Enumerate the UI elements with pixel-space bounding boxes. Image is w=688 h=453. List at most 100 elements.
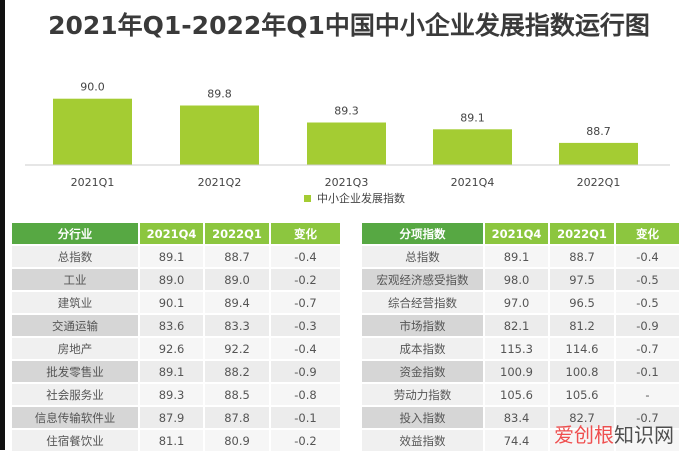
table-cell: 88.5	[205, 384, 269, 405]
bar	[180, 105, 259, 165]
chart-title: 2021年Q1-2022年Q1中国中小企业发展指数运行图	[48, 11, 650, 40]
table-cell: 83.3	[205, 315, 269, 336]
table-cell: 房地产	[12, 338, 138, 359]
bar	[559, 142, 638, 165]
table-cell: -0.4	[271, 338, 340, 359]
table-row: 劳动力指数 105.6 105.6-	[362, 384, 679, 405]
table-cell: 96.5	[550, 292, 614, 313]
table-cell: 74.4	[485, 430, 548, 451]
table-cell: 信息传输软件业	[12, 407, 138, 428]
table-cell: 87.9	[140, 407, 203, 428]
table-cell: -0.2	[271, 269, 340, 290]
table-cell: -0.4	[271, 246, 340, 267]
table-cell: 82.7	[550, 407, 614, 428]
industry-table: 分行业 2021Q4 2022Q1 变化 总指数 89.1 88.7 -0.4 工业 89.0 89…	[10, 221, 342, 453]
x-tick-label: 2022Q1	[577, 176, 621, 189]
table-cell: 总指数	[12, 246, 138, 267]
table-row: 住宿餐饮业 81.1 80.9 -0.2	[12, 430, 340, 451]
table-cell: -0.7	[616, 338, 679, 359]
table-cell: 工业	[12, 269, 138, 290]
table-cell: 投入指数	[362, 407, 483, 428]
table-cell: 90.1	[140, 292, 203, 313]
table-cell: -0.3	[271, 315, 340, 336]
table-cell: 劳动力指数	[362, 384, 483, 405]
table-header: 分行业 2021Q4 2022Q1 变化	[12, 223, 340, 244]
table-row: 信息传输软件业 87.9 87.8 -0.1	[12, 407, 340, 428]
table-cell: 98.0	[485, 269, 548, 290]
table-row: 交通运输 83.6 83.3 -0.3	[12, 315, 340, 336]
data-label: 89.3	[334, 105, 359, 118]
table-cell: 92.6	[140, 338, 203, 359]
table-row: 市场指数 82.1 81.2 -0.9	[362, 315, 679, 336]
table-row: 房地产 92.6 92.2 -0.4	[12, 338, 340, 359]
header-cell: 2021Q4	[140, 223, 203, 244]
bar	[307, 122, 386, 165]
table-cell: 总指数	[362, 246, 483, 267]
data-label: 89.8	[207, 88, 232, 101]
table-cell: 资金指数	[362, 361, 483, 382]
table-header: 分项指数 2021Q4 2022Q1 变化	[362, 223, 679, 244]
table-cell: 83.4	[485, 407, 548, 428]
table-cell: 114.6	[550, 338, 614, 359]
table-cell: 批发零售业	[12, 361, 138, 382]
table-cell: 100.8	[550, 361, 614, 382]
table-cell: 89.3	[140, 384, 203, 405]
table-cell: 81.1	[140, 430, 203, 451]
table-row: 总指数 89.1 88.7 -0.4	[362, 246, 679, 267]
table-cell: 89.0	[205, 269, 269, 290]
table-cell: -0.7	[616, 407, 679, 428]
table-row: 投入指数 83.4 82.7 -0.7	[362, 407, 679, 428]
table-cell: -0.1	[271, 407, 340, 428]
table-cell: 市场指数	[362, 315, 483, 336]
x-tick-label: 2021Q1	[71, 176, 115, 189]
legend-swatch	[304, 195, 311, 202]
header-cell: 2022Q1	[550, 223, 614, 244]
table-row: 总指数 89.1 88.7 -0.4	[12, 246, 340, 267]
table-cell: 88.7	[550, 246, 614, 267]
table-cell: 综合经营指数	[362, 292, 483, 313]
table-row: 建筑业 90.1 89.4 -0.7	[12, 292, 340, 313]
table-row: 社会服务业 89.3 88.5 -0.8	[12, 384, 340, 405]
table-cell: 81.2	[550, 315, 614, 336]
table-cell: 97.0	[485, 292, 548, 313]
table-cell: 89.1	[485, 246, 548, 267]
legend-label: 中小企业发展指数	[317, 191, 405, 205]
table-cell: 88.7	[205, 246, 269, 267]
sub-index-table: 分项指数 2021Q4 2022Q1 变化 总指数 89.1 88.7 -0.4 宏观经济感受指…	[360, 221, 681, 453]
table-cell: 92.2	[205, 338, 269, 359]
header-cell: 变化	[271, 223, 340, 244]
table-cell: -0.2	[271, 430, 340, 451]
bar	[433, 129, 512, 165]
table-cell: 建筑业	[12, 292, 138, 313]
table-cell: 社会服务业	[12, 384, 138, 405]
table-cell: 89.1	[140, 361, 203, 382]
table-cell: -0.9	[271, 361, 340, 382]
x-tick-label: 2021Q3	[325, 176, 369, 189]
table-cell: 80.9	[205, 430, 269, 451]
table-cell: 105.6	[550, 384, 614, 405]
table-cell: 89.0	[140, 269, 203, 290]
table-cell	[550, 430, 614, 451]
table-cell: 82.1	[485, 315, 548, 336]
header-cell: 变化	[616, 223, 679, 244]
table-row: 宏观经济感受指数 98.0 97.5 -0.5	[362, 269, 679, 290]
x-tick-label: 2021Q2	[198, 176, 242, 189]
table-cell: -	[616, 384, 679, 405]
table-row: 工业 89.0 89.0 -0.2	[12, 269, 340, 290]
table-row: 批发零售业 89.1 88.2 -0.9	[12, 361, 340, 382]
table-row: 资金指数 100.9 100.8 -0.1	[362, 361, 679, 382]
header-cell: 分项指数	[362, 223, 483, 244]
table-cell: -0.9	[616, 315, 679, 336]
header-cell: 2021Q4	[485, 223, 548, 244]
table-cell	[616, 430, 679, 451]
table-cell: 100.9	[485, 361, 548, 382]
table-cell: 效益指数	[362, 430, 483, 451]
table-cell: -0.1	[616, 361, 679, 382]
table-cell: 交通运输	[12, 315, 138, 336]
table-cell: 115.3	[485, 338, 548, 359]
table-cell: 宏观经济感受指数	[362, 269, 483, 290]
header-cell: 2022Q1	[205, 223, 269, 244]
watermark: 爱创根知识网	[554, 423, 674, 447]
bar-chart: 90.0 2021Q1 89.8 2021Q2 89.3 2021Q3 89.1 2021Q4…	[25, 81, 670, 205]
table-cell: -0.4	[616, 246, 679, 267]
